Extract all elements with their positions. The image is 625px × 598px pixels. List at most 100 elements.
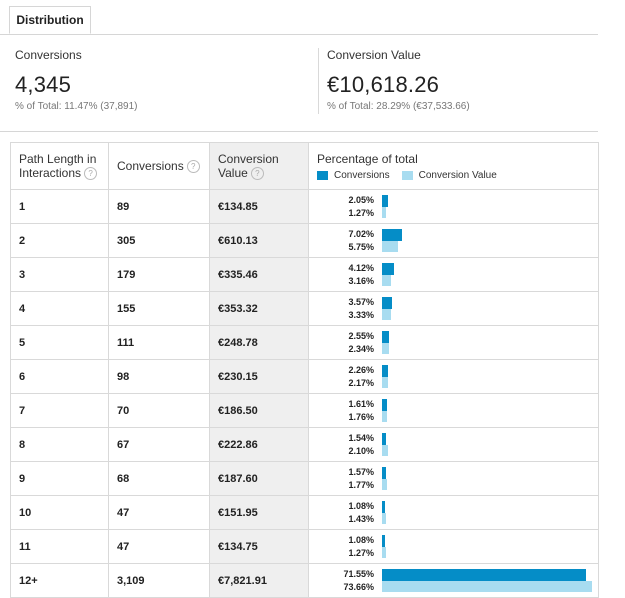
- conversion-value-bar: [382, 581, 592, 592]
- conversion-value-percent-label: 1.77%: [348, 480, 374, 490]
- conversion-value-percent-label: 2.10%: [348, 446, 374, 456]
- help-icon[interactable]: ?: [250, 167, 264, 181]
- path-length-cell: 1: [10, 189, 109, 224]
- conversions-bar: [382, 263, 394, 275]
- table-row: 8 67 €222.86 1.54% 2.10%: [10, 427, 599, 462]
- conversions-bar: [382, 229, 402, 241]
- conversion-value-percent-label: 2.34%: [348, 344, 374, 354]
- conversions-cell: 89: [108, 189, 210, 224]
- conversions-percent-label: 1.61%: [348, 399, 374, 409]
- legend-label-conversion-value: Conversion Value: [418, 169, 497, 181]
- table-row: 5 111 €248.78 2.55% 2.34%: [10, 325, 599, 360]
- conversion-value-percent-label: 73.66%: [343, 582, 374, 592]
- conversions-cell: 47: [108, 529, 210, 564]
- path-length-table: Path Length in Interactions? Conversions…: [10, 142, 599, 598]
- conversion-value-cell: €230.15: [209, 359, 309, 394]
- conversion-value-bar: [382, 343, 389, 354]
- conversion-value-bar: [382, 207, 386, 218]
- table-row: 3 179 €335.46 4.12% 3.16%: [10, 257, 599, 292]
- percentage-cell: 1.08% 1.27%: [308, 529, 599, 564]
- conversions-bar: [382, 399, 387, 411]
- table-row: 1 89 €134.85 2.05% 1.27%: [10, 189, 599, 224]
- conversion-value-summary-subtext: % of Total: 28.29% (€37,533.66): [327, 101, 470, 112]
- conversions-bar: [382, 195, 388, 207]
- table-row: 12+ 3,109 €7,821.91 71.55% 73.66%: [10, 563, 599, 598]
- percentage-cell: 1.54% 2.10%: [308, 427, 599, 462]
- conversion-value-percent-label: 2.17%: [348, 378, 374, 388]
- conversions-percent-label: 71.55%: [343, 569, 374, 579]
- conversions-percent-label: 1.08%: [348, 501, 374, 511]
- table-header-row: Path Length in Interactions? Conversions…: [10, 142, 599, 190]
- conversion-value-cell: €222.86: [209, 427, 309, 462]
- conversions-cell: 3,109: [108, 563, 210, 598]
- conversions-bar: [382, 433, 387, 445]
- conversions-cell: 305: [108, 223, 210, 258]
- conversions-bar: [382, 331, 390, 343]
- conversions-header[interactable]: Conversions?: [108, 142, 210, 190]
- help-icon[interactable]: ?: [84, 167, 98, 181]
- conversion-value-cell: €134.75: [209, 529, 309, 564]
- percentage-cell: 2.26% 2.17%: [308, 359, 599, 394]
- summary-divider: [318, 48, 319, 114]
- conversions-bar: [382, 535, 386, 547]
- conversion-value-header[interactable]: Conversion Value?: [209, 142, 309, 190]
- conversions-cell: 111: [108, 325, 210, 360]
- conversion-value-cell: €151.95: [209, 495, 309, 530]
- conversion-value-cell: €186.50: [209, 393, 309, 428]
- conversions-summary: Conversions 4,345 % of Total: 11.47% (37…: [15, 48, 138, 112]
- path-length-cell: 10: [10, 495, 109, 530]
- conversions-percent-label: 2.55%: [348, 331, 374, 341]
- conversions-cell: 68: [108, 461, 210, 496]
- conversions-bar: [382, 501, 386, 513]
- conversions-percent-label: 3.57%: [348, 297, 374, 307]
- conversion-value-cell: €335.46: [209, 257, 309, 292]
- percentage-header-label: Percentage of total: [317, 151, 418, 166]
- conversions-percent-label: 1.08%: [348, 535, 374, 545]
- conversions-percent-label: 4.12%: [348, 263, 374, 273]
- conversion-value-percent-label: 3.33%: [348, 310, 374, 320]
- conversions-bar: [382, 297, 393, 309]
- path-length-cell: 3: [10, 257, 109, 292]
- legend-swatch-conversions: [317, 170, 328, 180]
- percentage-cell: 1.57% 1.77%: [308, 461, 599, 496]
- conversions-bar: [382, 467, 387, 479]
- conversion-value-percent-label: 5.75%: [348, 242, 374, 252]
- conversion-value-bar: [382, 309, 392, 320]
- conversion-value-bar: [382, 513, 387, 524]
- conversion-value-percent-label: 1.27%: [348, 548, 374, 558]
- conversion-value-bar: [382, 411, 388, 422]
- conversions-cell: 98: [108, 359, 210, 394]
- section-divider: [0, 131, 598, 132]
- conversion-value-bar: [382, 275, 391, 286]
- conversion-value-header-line1: Conversion: [218, 151, 279, 166]
- legend: Conversions Conversion Value: [317, 170, 590, 181]
- conversions-cell: 179: [108, 257, 210, 292]
- conversion-value-cell: €610.13: [209, 223, 309, 258]
- conversions-header-label: Conversions: [117, 158, 184, 173]
- path-length-cell: 4: [10, 291, 109, 326]
- conversions-percent-label: 7.02%: [348, 229, 374, 239]
- conversions-summary-subtext: % of Total: 11.47% (37,891): [15, 101, 138, 112]
- percentage-cell: 3.57% 3.33%: [308, 291, 599, 326]
- tab-bar: Distribution: [0, 0, 598, 35]
- table-row: 7 70 €186.50 1.61% 1.76%: [10, 393, 599, 428]
- percentage-cell: 71.55% 73.66%: [308, 563, 599, 598]
- tab-distribution[interactable]: Distribution: [9, 6, 91, 34]
- path-length-header-line1: Path Length in: [19, 151, 97, 166]
- legend-swatch-conversion-value: [401, 170, 413, 180]
- help-icon[interactable]: ?: [186, 160, 200, 174]
- path-length-cell: 7: [10, 393, 109, 428]
- conversions-cell: 47: [108, 495, 210, 530]
- conversion-value-percent-label: 1.27%: [348, 208, 374, 218]
- conversions-percent-label: 1.54%: [348, 433, 374, 443]
- percentage-cell: 1.08% 1.43%: [308, 495, 599, 530]
- conversions-summary-value: 4,345: [15, 72, 72, 97]
- conversions-percent-label: 2.26%: [348, 365, 374, 375]
- conversion-value-cell: €248.78: [209, 325, 309, 360]
- percentage-cell: 1.61% 1.76%: [308, 393, 599, 428]
- path-length-cell: 2: [10, 223, 109, 258]
- table-row: 11 47 €134.75 1.08% 1.27%: [10, 529, 599, 564]
- path-length-header[interactable]: Path Length in Interactions?: [10, 142, 109, 190]
- conversion-value-percent-label: 1.43%: [348, 514, 374, 524]
- conversion-value-header-line2: Value: [218, 165, 248, 180]
